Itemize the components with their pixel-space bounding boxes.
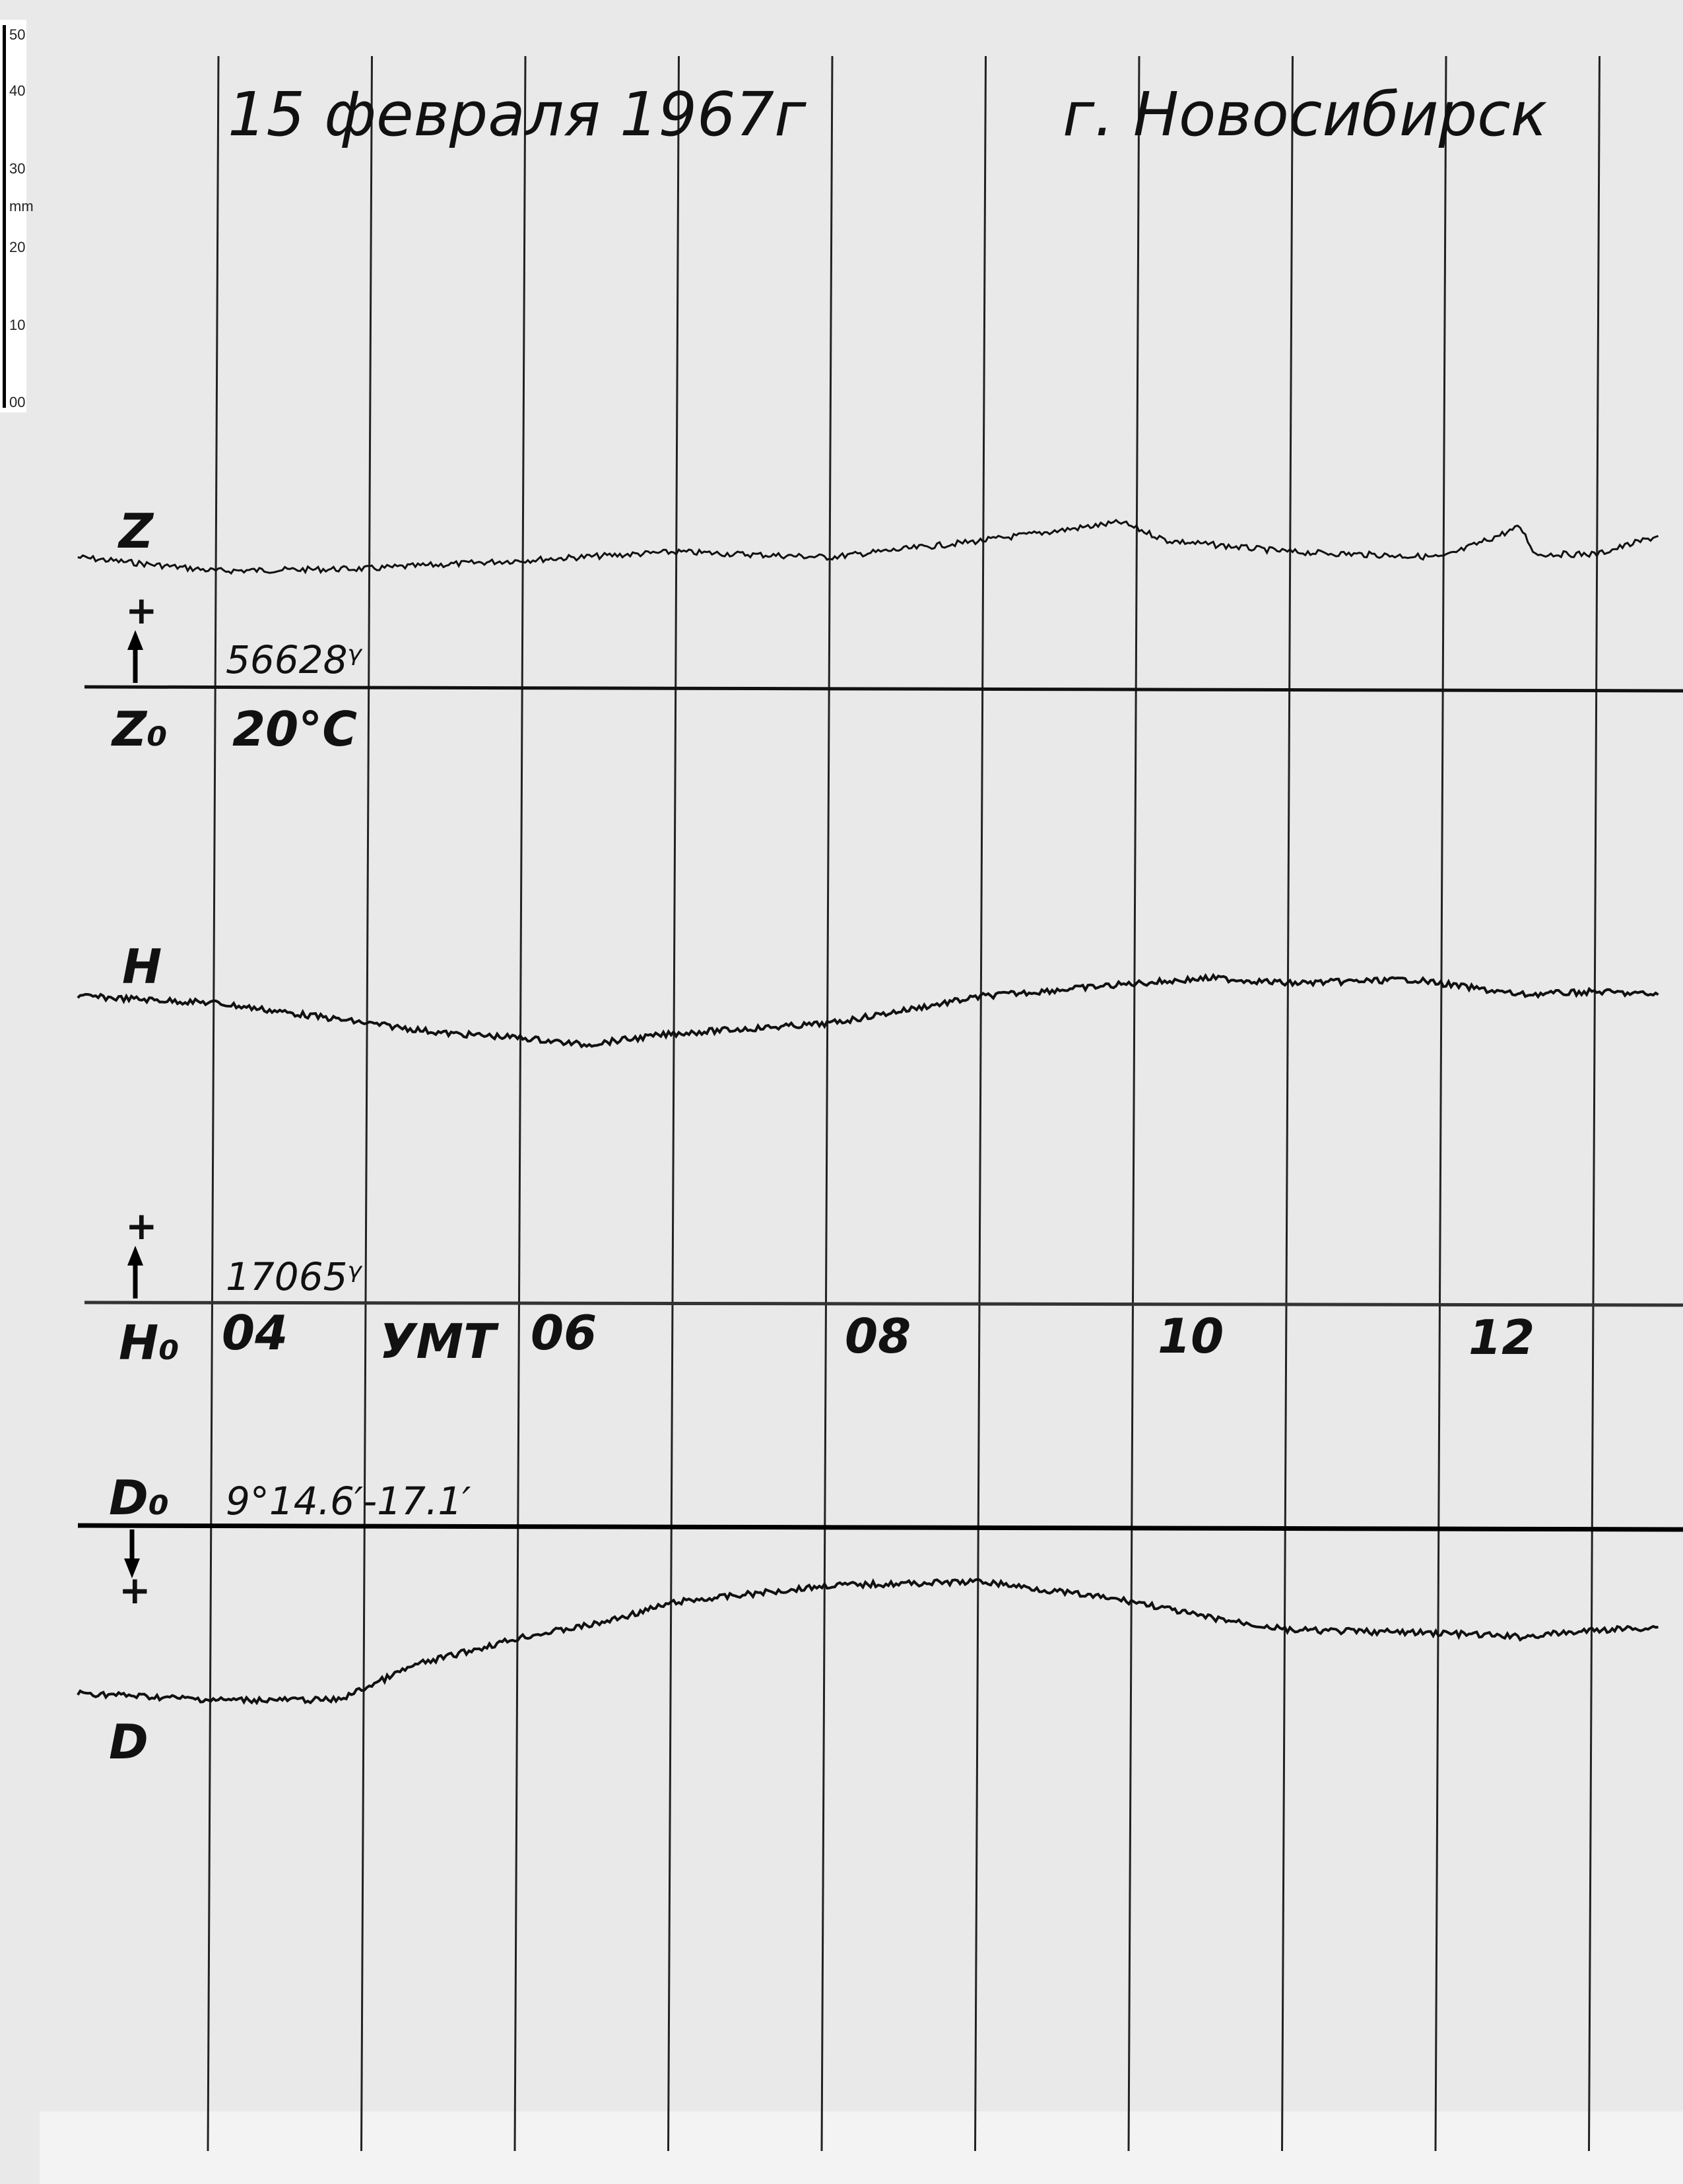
hour-gridline-13	[1588, 55, 1600, 2152]
z-up-arrow-icon	[127, 630, 143, 683]
z0-label: Z₀	[111, 701, 168, 757]
d-plus-sign: +	[119, 1568, 151, 1613]
d0-value: 9°14.6′-17.1′	[226, 1479, 471, 1524]
d-label: D	[109, 1714, 148, 1770]
h0-baseline	[84, 1301, 1683, 1307]
ruler-tick-40: 40	[9, 82, 25, 99]
temperature-label: 20°C	[232, 701, 357, 757]
h-plus-sign: +	[125, 1204, 158, 1248]
traces	[77, 519, 1659, 1706]
hour-gridline-12	[1434, 55, 1447, 2152]
ruler-unit: mm	[9, 198, 34, 214]
station-title: г. Новосибирск	[1063, 79, 1547, 150]
tick-label-12: 12	[1468, 1310, 1534, 1365]
hour-gridline-06	[513, 55, 527, 2152]
h0-label: H₀	[119, 1315, 180, 1370]
tick-label-10: 10	[1158, 1308, 1224, 1364]
z0-value: 56628ᵞ	[226, 637, 363, 682]
hour-gridline-10	[1127, 55, 1140, 2152]
tick-label-04: 04	[222, 1305, 288, 1361]
hour-gridline-08	[820, 55, 834, 2152]
time-axis-label: УМТ	[380, 1314, 499, 1369]
z-plus-sign: +	[125, 588, 158, 633]
tick-label-06: 06	[531, 1305, 597, 1361]
tick-label-08: 08	[845, 1308, 911, 1364]
hour-gridline-07	[667, 55, 680, 2152]
ruler-tick-00: 00	[9, 394, 25, 410]
h0-value: 17065ᵞ	[226, 1254, 363, 1299]
hour-grid	[207, 55, 1600, 2152]
d0-baseline	[77, 1523, 1683, 1532]
z-label: Z	[117, 503, 154, 559]
trace-h	[77, 973, 1659, 1049]
h-label: H	[122, 939, 162, 994]
ruler-tick-50: 50	[9, 26, 25, 43]
date-title: 15 февраля 1967г	[228, 79, 807, 150]
hour-gridline-05	[360, 55, 373, 2152]
trace-z	[77, 519, 1659, 575]
hour-gridline-09	[974, 55, 987, 2152]
ruler-tick-10: 10	[9, 317, 25, 333]
h-up-arrow-icon	[127, 1246, 143, 1299]
ruler-tick-20: 20	[9, 239, 25, 255]
trace-d	[77, 1577, 1659, 1706]
d0-label: D₀	[109, 1470, 169, 1526]
hour-gridline-04	[207, 55, 220, 2152]
z0-baseline	[84, 685, 1683, 693]
ruler-tick-30: 30	[9, 160, 25, 177]
mm-ruler: 50 40 30 mm 20 10 00	[0, 20, 34, 412]
hour-gridline-11	[1281, 55, 1294, 2152]
d-down-arrow-icon	[124, 1529, 140, 1578]
paper-edge	[40, 2111, 1683, 2184]
